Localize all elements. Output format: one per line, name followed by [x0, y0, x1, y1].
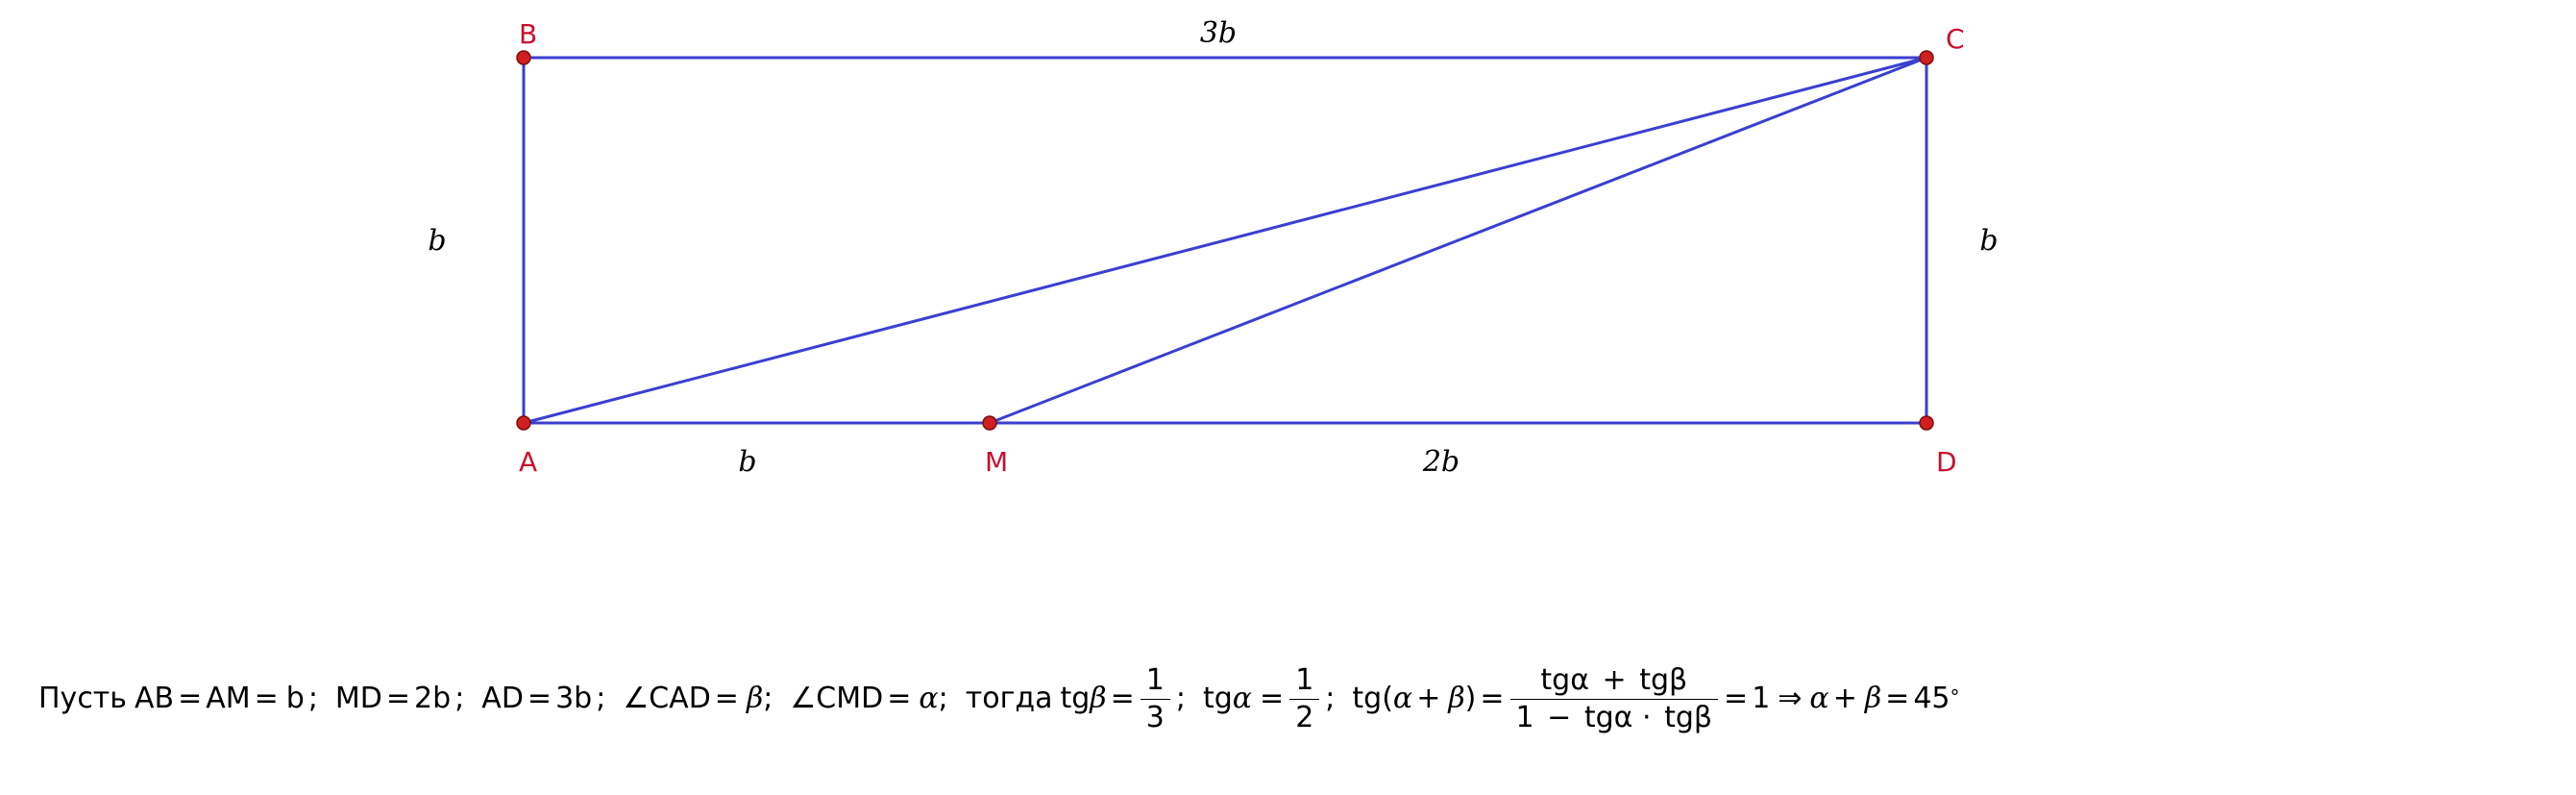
angle-icon: ∠: [790, 684, 816, 713]
eq1-lhs: AB: [135, 684, 174, 713]
result-one: 1: [1752, 684, 1770, 713]
formula-line: Пусть AB = AM = b ; MD = 2b ; AD = 3b ; …: [38, 665, 1960, 733]
eq2-rhs: 2b: [414, 684, 451, 713]
eq-sign: =: [178, 684, 202, 713]
length-label-MD: 2b: [1422, 445, 1460, 479]
degree-icon: °: [1950, 687, 1960, 707]
point-labels-group: A B C D M: [519, 18, 1965, 478]
final-val: 45: [1913, 684, 1950, 713]
eq2-lhs: MD: [335, 684, 382, 713]
frac-tg-beta: 1 3: [1141, 665, 1170, 733]
point-label-D: D: [1936, 446, 1957, 478]
segment-MC: [990, 58, 1926, 423]
eq3-lhs: AD: [481, 684, 524, 713]
point-C: [1920, 51, 1933, 64]
geometry-diagram: A B C D M 3b b b b 2b: [0, 0, 2576, 577]
point-M: [983, 416, 996, 430]
angle-icon: ∠: [623, 684, 649, 713]
length-label-BC: 3b: [1200, 16, 1237, 50]
point-A: [517, 416, 530, 430]
length-label-AM: b: [738, 445, 756, 479]
point-label-C: C: [1946, 23, 1965, 55]
implies-icon: ⇒: [1778, 684, 1802, 713]
point-label-A: A: [519, 446, 537, 478]
length-label-CD: b: [1979, 224, 1998, 258]
length-label-AB: b: [428, 224, 446, 258]
segments-group: [524, 58, 1926, 423]
eq1-mid: AM: [206, 684, 250, 713]
word-let: Пусть: [38, 684, 127, 713]
ang2-name: CMD: [816, 684, 883, 713]
ang1-name: CAD: [649, 684, 711, 713]
frac-tg-alpha: 1 2: [1289, 665, 1319, 733]
segment-AC: [524, 58, 1926, 423]
point-label-B: B: [519, 18, 537, 50]
word-then: тогда: [966, 684, 1053, 713]
point-label-M: M: [985, 446, 1008, 478]
eq1-rhs: b: [286, 684, 305, 713]
alpha-sym: α: [1233, 684, 1252, 713]
ang2-val: α: [919, 684, 938, 713]
tg-label: tg: [1060, 684, 1090, 713]
beta-sym: β: [1090, 684, 1106, 713]
length-labels-group: 3b b b b 2b: [428, 16, 1998, 479]
ang1-val: β: [747, 684, 763, 713]
figure-container: ABCDM 3bbbb2b Пусть AB = AM = b ; MD = 2…: [0, 0, 2576, 795]
point-B: [517, 51, 530, 64]
eq3-rhs: 3b: [555, 684, 592, 713]
point-D: [1920, 416, 1933, 430]
frac-tg-sum: tgα + tgβ 1 − tgα · tgβ: [1510, 665, 1719, 733]
